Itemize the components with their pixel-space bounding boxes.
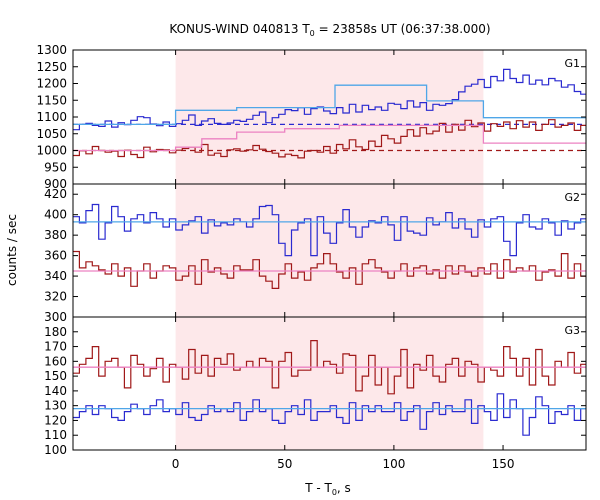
y-tick-label: 950 (44, 160, 67, 174)
y-tick-label: 900 (44, 177, 67, 191)
highlight-interval (175, 50, 484, 184)
y-tick-label: 420 (44, 187, 67, 201)
y-tick-label: 1200 (36, 77, 67, 91)
y-tick-label: 380 (44, 228, 67, 242)
series-blue (73, 68, 586, 131)
y-tick-label: 1150 (36, 93, 67, 107)
highlight-interval (175, 317, 484, 450)
series-blue (73, 393, 586, 436)
panel-data (73, 203, 586, 289)
x-tick-label: 100 (382, 457, 405, 471)
y-tick-label: 100 (44, 443, 67, 457)
panel-data (73, 68, 586, 159)
y-axis-title: counts / sec (5, 214, 19, 286)
series-red (73, 250, 586, 289)
x-tick-label: 150 (492, 457, 515, 471)
y-tick-label: 1300 (36, 43, 67, 57)
series-blue (73, 203, 586, 257)
highlight-interval (175, 184, 484, 317)
y-tick-label: 1250 (36, 60, 67, 74)
y-tick-label: 110 (44, 428, 67, 442)
fit-line-blue (73, 84, 586, 126)
series-red (73, 340, 586, 395)
x-tick-label: 50 (277, 457, 292, 471)
y-tick-label: 1050 (36, 127, 67, 141)
y-tick-label: 360 (44, 249, 67, 263)
panel-data (73, 340, 586, 436)
y-tick-label: 130 (44, 399, 67, 413)
y-tick-label: 170 (44, 340, 67, 354)
y-tick-label: 340 (44, 269, 67, 283)
x-axis-title: T - T0, s (304, 481, 351, 497)
panel-label: G3 (564, 324, 580, 337)
panel-g2: 300 320 340 360 380 400 420 G2 (44, 183, 587, 324)
y-tick-label: 300 (44, 310, 67, 324)
x-tick-label: 0 (172, 457, 180, 471)
panel-label: G1 (564, 57, 580, 70)
series-red (73, 119, 586, 159)
y-tick-label: 120 (44, 413, 67, 427)
y-tick-label: 400 (44, 208, 67, 222)
y-tick-label: 150 (44, 369, 67, 383)
panel-g1: 900 950 1000 1050 1100 1150 1200 1250 1300 G1 (36, 43, 587, 191)
y-tick-label: 1000 (36, 144, 67, 158)
chart-title: KONUS-WIND 040813 T0 = 23858s UT (06:37:… (169, 22, 490, 38)
plot-area: 9009501000105011001150120012501300G13003… (36, 43, 587, 471)
y-tick-label: 320 (44, 290, 67, 304)
y-tick-label: 1100 (36, 110, 67, 124)
panel-frame (72, 316, 587, 451)
fit-line-red (73, 124, 586, 152)
y-tick-label: 140 (44, 384, 67, 398)
y-tick-label: 180 (44, 325, 67, 339)
y-tick-label: 160 (44, 354, 67, 368)
panel-label: G2 (564, 191, 580, 204)
